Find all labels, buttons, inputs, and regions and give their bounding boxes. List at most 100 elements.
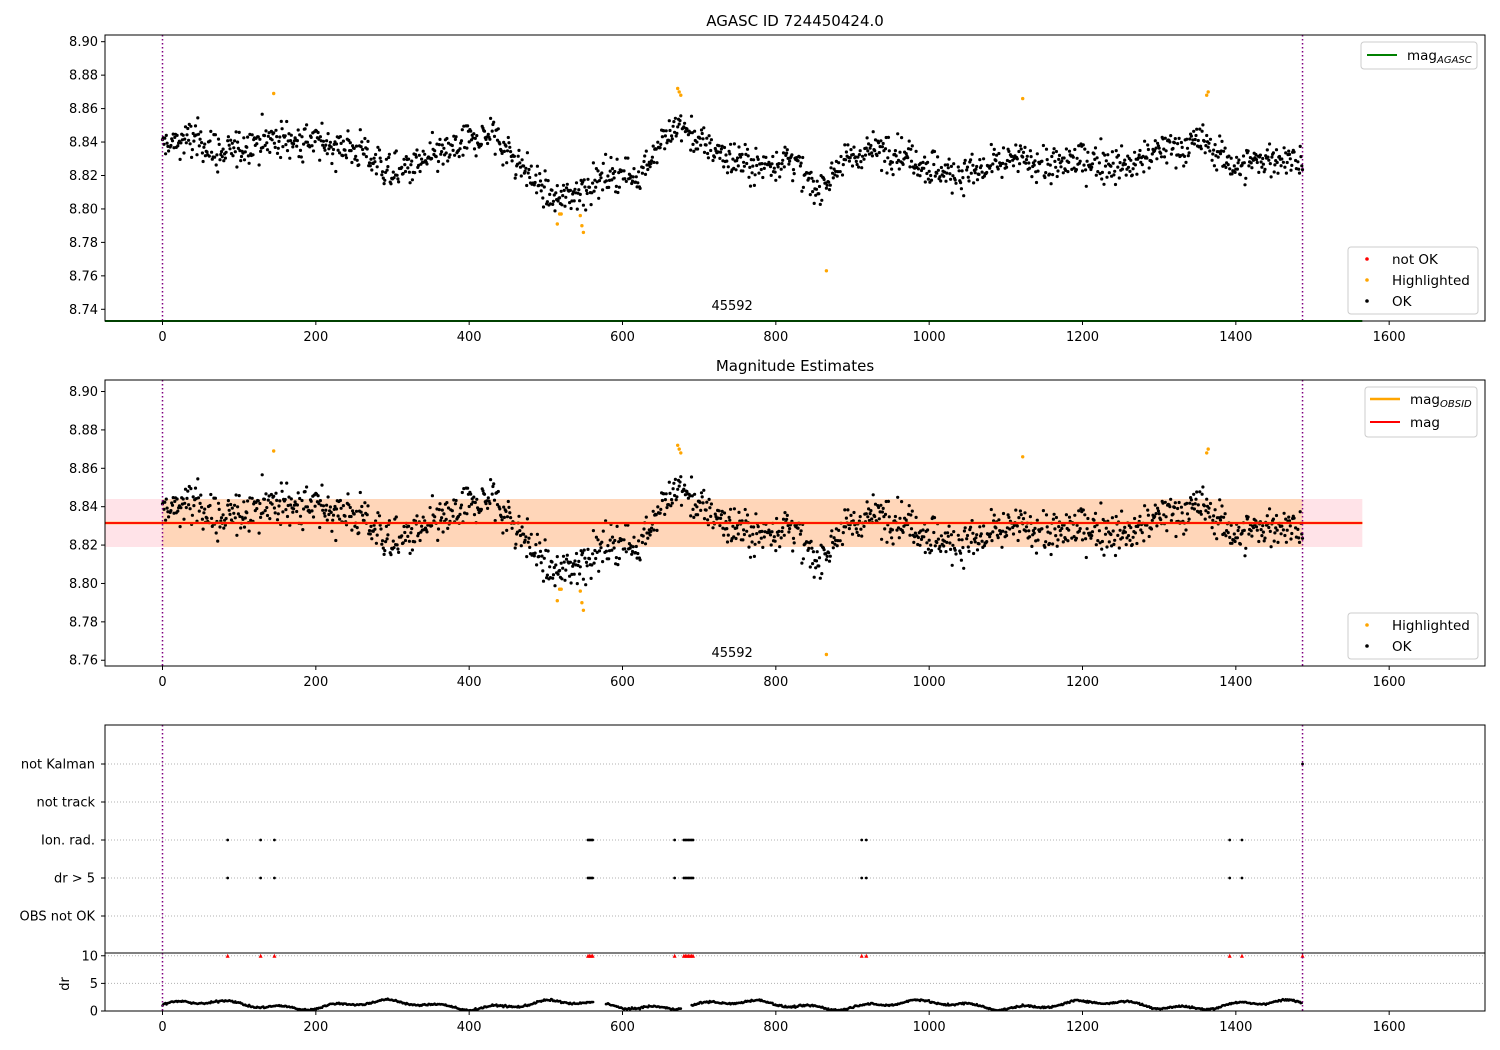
mid-ok-point	[1194, 497, 1198, 501]
top-ok-point	[1057, 153, 1062, 157]
mid-ok-point	[1114, 514, 1118, 519]
mid-ok-point	[1040, 527, 1044, 531]
top-ok-point	[732, 166, 736, 170]
mid-ok-point	[285, 481, 289, 485]
top-ok-point	[581, 180, 585, 184]
mid-xtick-label: 400	[457, 675, 482, 690]
top-xtick-label: 800	[763, 330, 788, 345]
top-ok-point	[1230, 172, 1234, 176]
mid-ok-point	[265, 506, 269, 510]
mid-ok-point	[1173, 501, 1177, 505]
mid-ok-point	[313, 504, 317, 508]
mid-ok-point	[295, 509, 299, 514]
top-ok-point	[221, 147, 225, 151]
mid-ok-point	[1140, 531, 1144, 535]
flag-point	[864, 838, 868, 842]
mid-ok-point	[234, 493, 238, 497]
flag-category-label: not Kalman	[21, 758, 95, 773]
top-ok-point	[320, 121, 324, 125]
top-ok-point	[1011, 164, 1016, 168]
mid-ok-point	[359, 510, 363, 514]
top-ok-point	[818, 202, 822, 206]
top-ok-point	[559, 189, 563, 193]
mid-ok-point	[1100, 539, 1104, 544]
top-ok-point	[1049, 182, 1053, 186]
mid-ok-point	[949, 547, 953, 552]
top-ok-point	[202, 145, 206, 149]
top-ok-point	[706, 151, 710, 156]
top-ok-point	[780, 162, 784, 166]
mid-ok-point	[1207, 506, 1211, 510]
mid-highlighted-point	[580, 601, 584, 605]
mid-ok-point	[671, 487, 675, 491]
top-ok-point	[1048, 163, 1052, 167]
mid-ok-point	[564, 557, 569, 561]
top-ok-point	[301, 160, 305, 164]
top-ok-point	[757, 171, 761, 175]
top-ok-point	[773, 170, 777, 174]
top-ok-point	[949, 177, 953, 181]
mid-ok-point	[592, 561, 596, 565]
mid-ok-point	[916, 535, 921, 540]
top-ok-point	[1259, 160, 1263, 164]
mid-ok-point	[385, 537, 389, 541]
top-ytick-label: 8.78	[69, 236, 98, 251]
top-ok-point	[1192, 142, 1196, 146]
mid-ok-point	[256, 499, 260, 503]
mid-ok-point	[991, 530, 995, 534]
mid-ok-point	[325, 503, 329, 507]
mid-ok-point	[1143, 504, 1147, 508]
top-ok-point	[732, 142, 737, 146]
mid-ok-point	[428, 506, 432, 510]
flags-axes-frame	[104, 724, 1486, 954]
mid-ytick-label: 8.84	[69, 500, 98, 515]
mid-ok-point	[975, 533, 979, 537]
top-ok-point	[768, 162, 772, 166]
mid-ok-point	[176, 509, 180, 513]
top-ok-point	[551, 199, 556, 203]
top-ok-point	[328, 140, 332, 144]
mid-ok-point	[901, 530, 905, 535]
mid-ok-point	[648, 533, 652, 537]
top-ok-point	[1169, 152, 1173, 156]
top-ok-point	[568, 201, 572, 205]
top-ok-point	[871, 130, 875, 134]
mid-ok-point	[490, 492, 494, 496]
top-ok-point	[425, 162, 429, 166]
top-ok-point	[869, 143, 873, 148]
top-ok-point	[812, 201, 816, 205]
top-ok-point	[1051, 151, 1055, 155]
top-ok-point	[896, 158, 901, 162]
top-ok-point	[1150, 152, 1154, 156]
mid-ok-point	[835, 544, 839, 548]
mid-ok-point	[635, 556, 639, 560]
mid-ok-point	[484, 502, 488, 506]
mid-ok-point	[453, 502, 457, 506]
flag-point	[273, 838, 276, 842]
mid-ok-point	[1292, 516, 1296, 520]
legend-label-highlighted-mid: Highlighted	[1392, 618, 1470, 634]
top-ok-point	[1247, 164, 1251, 168]
mid-ok-point	[382, 552, 386, 557]
top-ok-point	[523, 169, 527, 173]
mid-ok-point	[752, 525, 756, 529]
mid-ok-point	[1097, 529, 1101, 533]
mid-ok-point	[896, 495, 900, 499]
top-ok-point	[406, 166, 410, 170]
mid-ok-point	[1051, 542, 1055, 546]
top-ok-point	[518, 161, 522, 165]
mid-ok-point	[1081, 508, 1085, 512]
mid-ok-point	[232, 511, 236, 515]
top-ok-point	[1059, 165, 1063, 169]
mid-ok-point	[935, 540, 939, 545]
mid-ok-point	[1096, 539, 1100, 543]
dr-points	[161, 997, 1303, 1011]
top-ok-point	[824, 181, 828, 185]
top-ok-point	[933, 174, 937, 178]
mid-ok-point	[285, 514, 290, 519]
mid-ok-point	[610, 535, 615, 539]
top-ok-point	[673, 116, 678, 120]
mid-ok-point	[604, 519, 608, 523]
top-ok-point	[358, 128, 362, 132]
mid-ok-point	[1172, 505, 1177, 510]
